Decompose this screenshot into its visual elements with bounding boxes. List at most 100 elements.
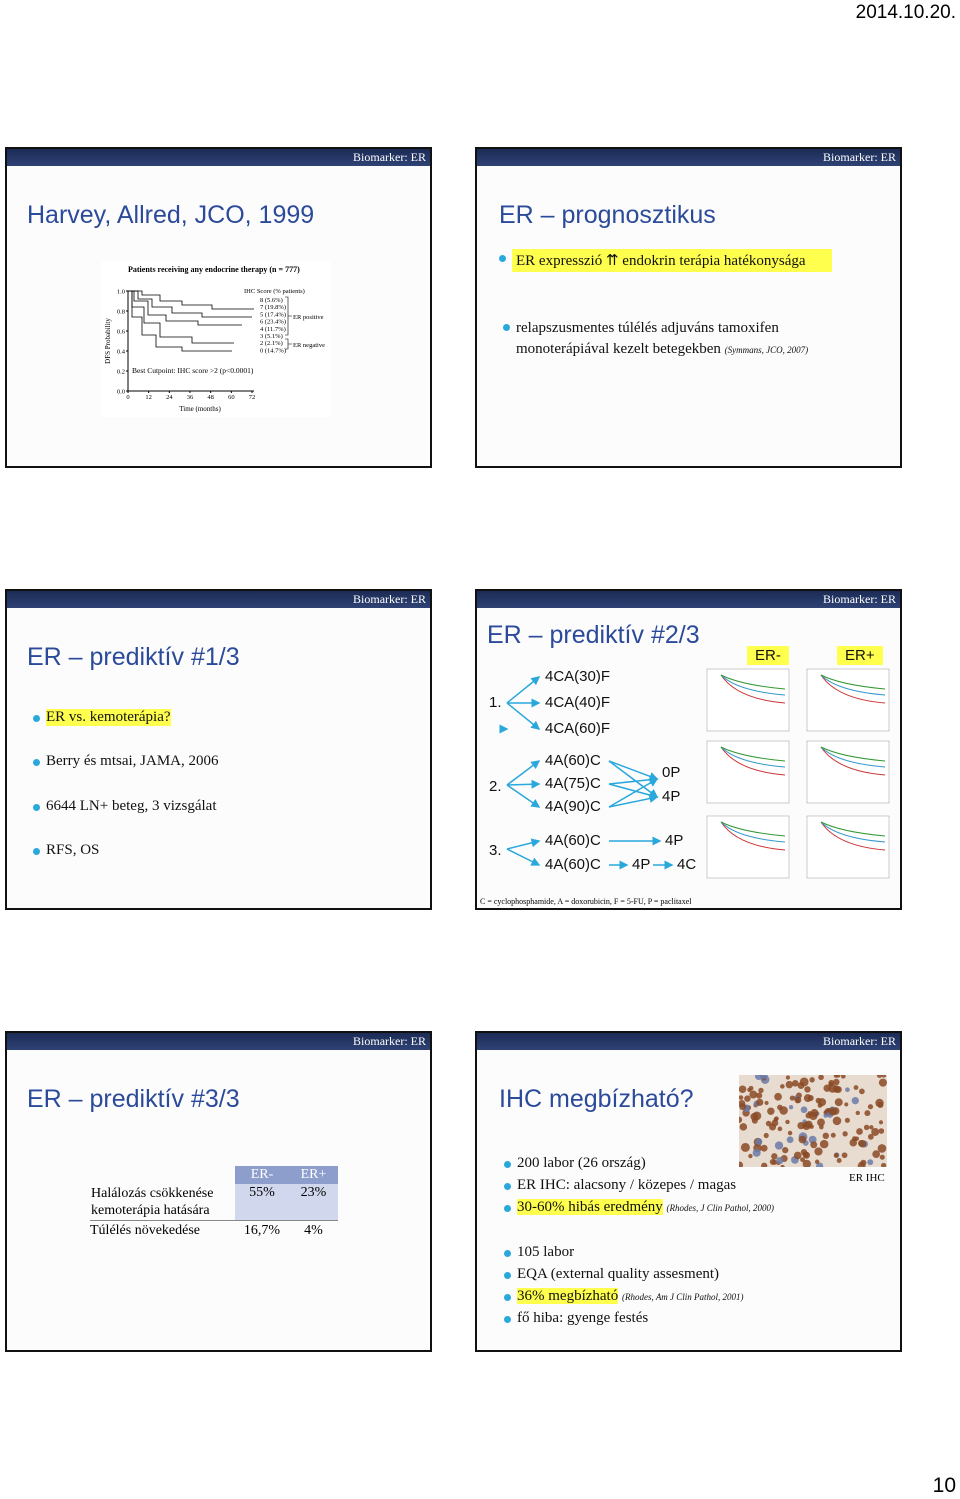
tag-text: Biomarker: ER xyxy=(353,150,426,164)
nucleus xyxy=(780,1084,785,1089)
slide-title: ER – prediktív #3/3 xyxy=(27,1085,240,1113)
bullet: RFS, OS xyxy=(32,842,100,858)
cell: 23% xyxy=(289,1184,338,1221)
slide-title: ER – prognosztikus xyxy=(499,201,716,229)
nucleus xyxy=(800,1106,808,1114)
er-label: ER+ xyxy=(837,646,883,665)
nucleus xyxy=(822,1132,830,1140)
legend-title: IHC Score (% patients) xyxy=(244,288,305,295)
nucleus xyxy=(853,1085,859,1090)
date: 2014.10.20. xyxy=(855,2,956,23)
nucleus xyxy=(794,1096,802,1104)
slide-tag: Biomarker: ER xyxy=(7,591,430,608)
tag-text: Biomarker: ER xyxy=(823,592,896,606)
nucleus xyxy=(777,1126,783,1132)
nucleus xyxy=(823,1113,828,1118)
slide-title: Harvey, Allred, JCO, 1999 xyxy=(27,201,315,229)
nucleus xyxy=(833,1078,840,1086)
curve xyxy=(128,290,232,352)
cell: Halálozás csökkenése kemoterápia hatásár… xyxy=(90,1184,235,1221)
x-tick-label: 60 xyxy=(228,394,235,401)
nucleus xyxy=(832,1116,842,1126)
arrows xyxy=(506,676,674,870)
bullet-text: 30-60% hibás eredmény xyxy=(517,1199,663,1215)
nucleus xyxy=(758,1087,764,1094)
nucleus xyxy=(845,1087,850,1093)
nucleus xyxy=(835,1075,841,1078)
nucleus xyxy=(786,1136,794,1144)
nucleus xyxy=(802,1159,812,1167)
nucleus xyxy=(818,1075,824,1081)
bullet-text: 200 labor (26 ország) xyxy=(517,1155,646,1171)
nucleus xyxy=(833,1152,839,1158)
cell xyxy=(90,1166,235,1184)
figure-note: Best Cutpoint: IHC score >2 (p<0.0001) xyxy=(132,366,254,375)
nucleus xyxy=(858,1140,867,1148)
mini-curve xyxy=(820,746,886,776)
tag-text: Biomarker: ER xyxy=(353,1034,426,1048)
header-cell: ER+ xyxy=(289,1166,338,1184)
bullet: EQA (external quality assesment) xyxy=(503,1266,720,1283)
nucleus xyxy=(797,1082,805,1090)
slide-title: ER – prediktív #2/3 xyxy=(487,621,700,649)
mini-curve xyxy=(720,746,786,776)
footnote: C = cyclophosphamide, A = doxorubicin, F… xyxy=(480,897,692,906)
nucleus xyxy=(789,1095,795,1101)
nucleus xyxy=(763,1132,769,1139)
bullet-text: EQA (external quality assesment) xyxy=(517,1266,720,1282)
nucleus xyxy=(830,1132,836,1138)
mini-plot xyxy=(806,740,890,804)
nucleus xyxy=(773,1117,778,1122)
nucleus xyxy=(834,1098,843,1107)
nucleus xyxy=(805,1112,812,1119)
arm: 0P xyxy=(662,764,681,781)
nucleus xyxy=(782,1147,789,1154)
mini-curve xyxy=(820,821,886,837)
nucleus xyxy=(805,1120,813,1128)
slide: Biomarker: ER ER – prediktív #2/3 1. 4CA… xyxy=(475,589,902,910)
nucleus xyxy=(754,1075,763,1081)
arm: 4P xyxy=(632,856,651,873)
tag-text: Biomarker: ER xyxy=(353,592,426,606)
figure-title: Patients receiving any endocrine therapy… xyxy=(128,265,300,274)
nucleus xyxy=(859,1088,865,1095)
bullet: ER vs. kemoterápia? xyxy=(33,709,171,726)
nucleus xyxy=(819,1139,829,1149)
arm: 4A(60)C xyxy=(545,856,601,873)
nucleus xyxy=(748,1153,753,1159)
bullet: fő hiba: gyenge festés xyxy=(503,1310,648,1327)
x-tick-label: 24 xyxy=(166,394,173,401)
slide-title: ER – prediktív #1/3 xyxy=(27,643,240,671)
nucleus xyxy=(872,1150,881,1159)
nucleus xyxy=(788,1105,794,1110)
nucleus xyxy=(840,1075,846,1079)
mini-curve xyxy=(720,674,786,690)
nucleus xyxy=(798,1135,807,1144)
nucleus xyxy=(749,1090,758,1099)
header-cell: ER- xyxy=(235,1166,289,1184)
legend-item: 7 (19.8%) xyxy=(260,304,286,311)
y-tick-label: 1.0 xyxy=(117,289,125,296)
citation: (Symmans, JCO, 2007) xyxy=(724,345,809,355)
nucleus xyxy=(818,1098,827,1107)
nucleus xyxy=(756,1098,764,1106)
y-tick-label: 0.2 xyxy=(117,369,125,376)
nucleus xyxy=(810,1141,818,1149)
nucleus xyxy=(878,1078,887,1087)
nucleus xyxy=(844,1102,849,1107)
x-tick-label: 12 xyxy=(145,394,152,401)
bullet: ER IHC: alacsony / közepes / magas xyxy=(503,1177,736,1194)
slide-tag: Biomarker: ER xyxy=(477,149,900,166)
nucleus xyxy=(867,1159,874,1166)
nucleus xyxy=(739,1123,748,1131)
nucleus xyxy=(867,1104,874,1110)
mini-curve xyxy=(820,674,886,696)
diagram xyxy=(506,668,890,879)
nucleus xyxy=(876,1075,883,1078)
nucleus xyxy=(851,1097,859,1105)
nucleus xyxy=(841,1152,848,1159)
nucleus xyxy=(787,1130,793,1136)
er-label: ER- xyxy=(747,646,789,665)
x-label: Time (months) xyxy=(179,405,221,413)
mini-curve xyxy=(820,746,886,762)
